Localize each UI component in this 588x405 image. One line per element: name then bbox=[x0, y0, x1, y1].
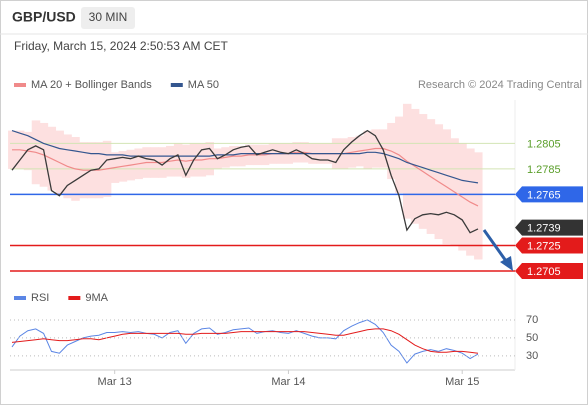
level-label: 1.2805 bbox=[527, 138, 561, 150]
timestamp: Friday, March 15, 2024 2:50:53 AM CET bbox=[14, 39, 229, 53]
level-box bbox=[515, 237, 583, 254]
bollinger-band bbox=[474, 152, 483, 260]
arrow-head bbox=[500, 256, 513, 271]
y-tick-label: 70 bbox=[526, 314, 538, 326]
y-tick-label: 50 bbox=[526, 332, 538, 344]
legend-swatch bbox=[170, 83, 183, 87]
level-label: 1.2785 bbox=[527, 164, 561, 176]
legend-swatch bbox=[14, 296, 26, 300]
level-label: 1.2739 bbox=[527, 222, 561, 234]
forecast-arrow bbox=[482, 229, 513, 271]
legend-label: RSI bbox=[31, 292, 49, 304]
x-tick-label: Mar 14 bbox=[271, 376, 305, 388]
x-tick-label: Mar 13 bbox=[98, 376, 132, 388]
level-label: 1.2705 bbox=[527, 266, 561, 278]
timeframe-tag bbox=[81, 7, 135, 29]
symbol: GBP/USD bbox=[12, 9, 76, 25]
arrow-shaft bbox=[482, 229, 508, 262]
source: Research © 2024 Trading Central bbox=[418, 79, 582, 91]
level-box bbox=[515, 262, 583, 279]
timeframe: 30 MIN bbox=[89, 10, 128, 24]
x-tick-label: Mar 15 bbox=[445, 376, 479, 388]
y-tick-label: 30 bbox=[526, 350, 538, 362]
ma-line bbox=[12, 147, 479, 207]
legend-label: 9MA bbox=[85, 292, 108, 304]
level-box bbox=[515, 219, 583, 236]
indicator-line bbox=[11, 319, 479, 364]
price-line bbox=[11, 129, 479, 234]
legend-swatch bbox=[68, 296, 81, 300]
level-label: 1.2765 bbox=[527, 189, 561, 201]
level-box bbox=[515, 186, 583, 203]
level-label: 1.2725 bbox=[527, 240, 561, 252]
indicator-line bbox=[11, 328, 479, 354]
legend-swatch bbox=[14, 83, 26, 87]
legend-label: MA 20 + Bollinger Bands bbox=[31, 79, 152, 91]
legend-label: MA 50 bbox=[188, 79, 219, 91]
ma-line bbox=[11, 130, 479, 184]
